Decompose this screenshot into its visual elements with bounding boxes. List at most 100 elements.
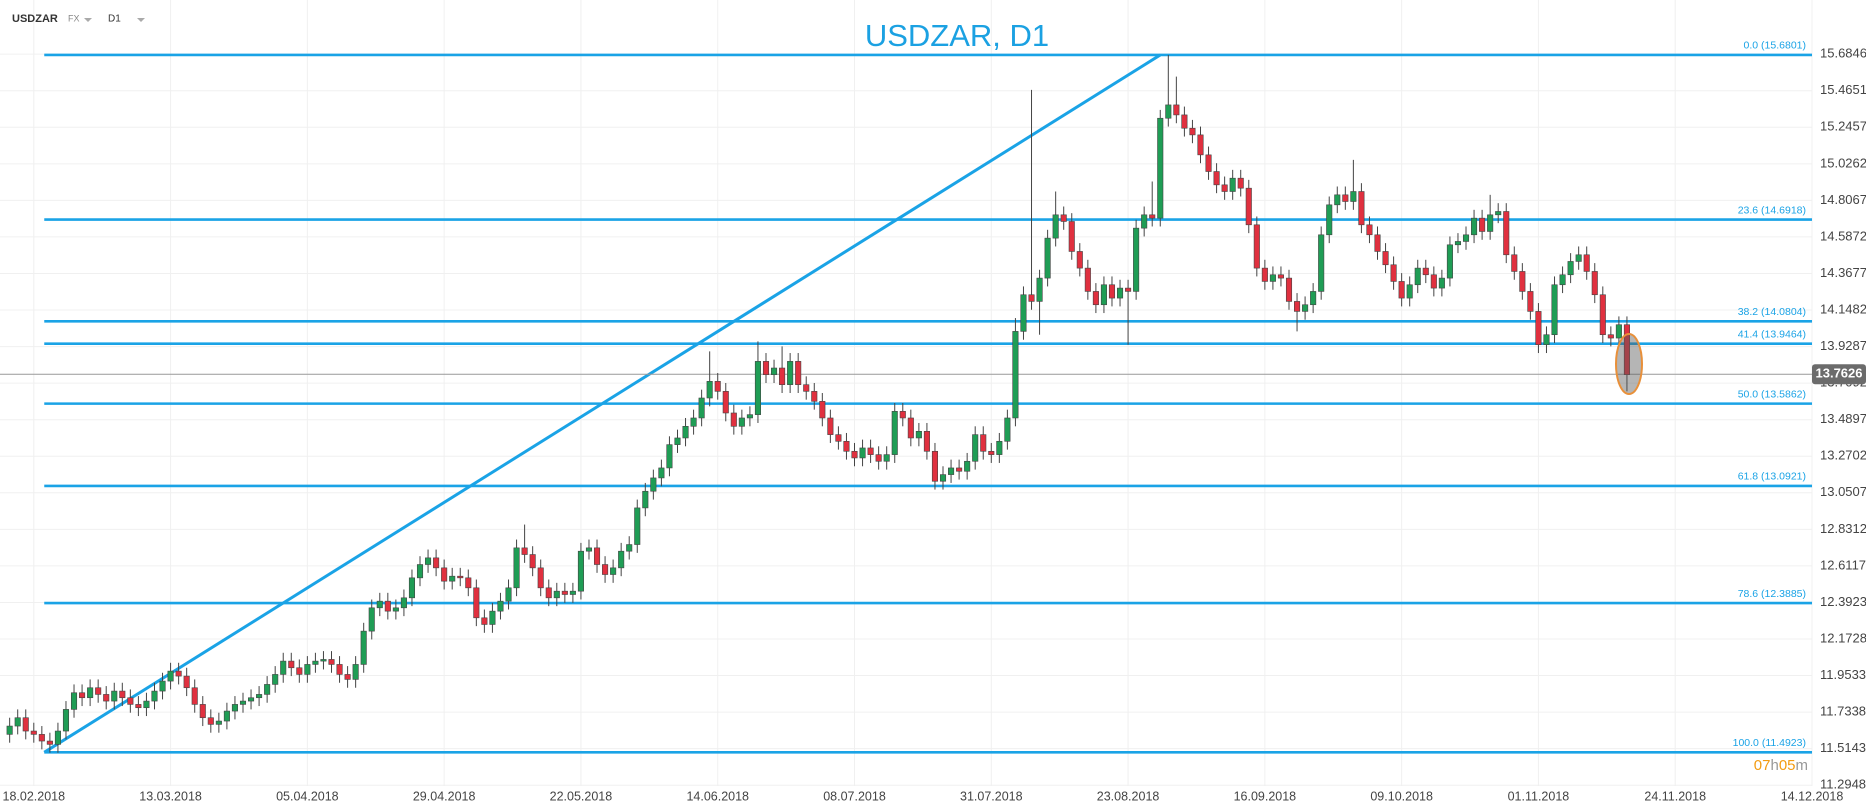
candle-body bbox=[714, 381, 721, 392]
candle-body bbox=[698, 397, 705, 419]
symbol[interactable]: USDZAR bbox=[12, 13, 58, 25]
plot-area: 0.0 (15.6801) 23.6 (14.6918) 38.2 (14.0804… bbox=[0, 0, 1813, 786]
candle-body bbox=[1092, 291, 1099, 306]
y-tick-label: 11.2948 bbox=[1820, 777, 1866, 792]
axes: 15.6846 15.4651 15.2457 15.0262 14.8067 14.58… bbox=[3, 46, 1866, 803]
candle-body bbox=[1157, 117, 1164, 219]
price-tag bbox=[1812, 364, 1866, 385]
candle-body bbox=[111, 690, 118, 702]
candle-body bbox=[231, 704, 238, 712]
candle-body bbox=[1076, 251, 1083, 269]
candle-body bbox=[521, 547, 528, 555]
fib-label: 50.0 (13.5862) bbox=[1738, 388, 1806, 400]
candle-body bbox=[1575, 254, 1582, 262]
candle-body bbox=[795, 361, 802, 385]
candle-body bbox=[183, 675, 190, 689]
candle-body bbox=[811, 391, 818, 402]
candle-body bbox=[618, 550, 625, 569]
y-tick-label: 14.8067 bbox=[1820, 192, 1866, 207]
candle-body bbox=[1084, 267, 1091, 292]
candle-body bbox=[38, 734, 45, 742]
candle-body bbox=[79, 692, 86, 699]
candle-body bbox=[384, 600, 391, 612]
x-tick-label: 24.11.2018 bbox=[1644, 789, 1706, 803]
candle-body bbox=[843, 440, 850, 452]
candle-body bbox=[22, 717, 29, 732]
candle-body bbox=[408, 577, 416, 599]
candle-body bbox=[103, 694, 110, 702]
candle-body bbox=[199, 704, 206, 719]
candle-body bbox=[787, 361, 794, 385]
candle-body bbox=[1511, 254, 1518, 272]
x-tick-label: 14.06.2018 bbox=[686, 789, 749, 803]
candle-body bbox=[304, 664, 311, 675]
candle-body bbox=[352, 664, 359, 680]
x-tick-label: 31.07.2018 bbox=[960, 789, 1023, 803]
candle-body bbox=[690, 417, 697, 427]
candle-body bbox=[762, 361, 770, 375]
candle-body bbox=[1269, 274, 1276, 282]
candle-body bbox=[449, 575, 456, 582]
candle-body bbox=[14, 717, 21, 727]
candle-body bbox=[964, 460, 971, 472]
y-tick-label: 12.1728 bbox=[1820, 630, 1866, 645]
dropdown-arrow[interactable] bbox=[84, 18, 92, 22]
candle-body bbox=[360, 630, 367, 665]
candle-body bbox=[62, 709, 70, 732]
candle-body bbox=[1527, 291, 1534, 312]
candle-body bbox=[1205, 154, 1212, 172]
x-tick-label: 14.12.2018 bbox=[1781, 789, 1844, 803]
candle-body bbox=[1615, 324, 1622, 339]
candle-body bbox=[46, 740, 53, 745]
highlight bbox=[1615, 333, 1643, 395]
candle-body bbox=[167, 670, 174, 682]
fib-label: 41.4 (13.9464) bbox=[1738, 328, 1806, 340]
candle-body bbox=[239, 700, 247, 705]
candle-body bbox=[899, 411, 906, 419]
candle-body bbox=[1350, 191, 1357, 202]
candle-body bbox=[119, 690, 126, 699]
candle-body bbox=[1237, 177, 1244, 189]
candle-body bbox=[312, 660, 319, 665]
dropdown-arrow[interactable] bbox=[137, 18, 145, 22]
y-tick-label: 15.2457 bbox=[1820, 119, 1866, 134]
candle-body bbox=[159, 680, 166, 692]
candle-body bbox=[256, 694, 263, 699]
candle-body bbox=[1044, 237, 1051, 279]
candle-body bbox=[1551, 284, 1558, 336]
x-tick-label: 29.04.2018 bbox=[413, 789, 476, 803]
candle-body bbox=[593, 547, 601, 565]
candle-body bbox=[1285, 277, 1293, 302]
candle-body bbox=[481, 617, 488, 625]
candle-body bbox=[754, 361, 761, 415]
candle-body bbox=[1108, 284, 1116, 299]
candle-body bbox=[1181, 114, 1188, 129]
market[interactable]: FX bbox=[68, 13, 80, 23]
candle-body bbox=[127, 697, 134, 705]
fib-label: 38.2 (14.0804) bbox=[1738, 306, 1806, 318]
candle-body bbox=[1318, 234, 1325, 292]
candle-body bbox=[867, 447, 874, 455]
candle-body bbox=[1390, 264, 1397, 282]
fib-label: 100.0 (11.4923) bbox=[1733, 737, 1806, 749]
candle-body bbox=[835, 434, 842, 442]
candle-body bbox=[1116, 287, 1124, 299]
candle-body bbox=[803, 384, 810, 392]
candle-body bbox=[368, 607, 375, 632]
y-tick-label: 14.5872 bbox=[1820, 228, 1866, 243]
timeframe[interactable]: D1 bbox=[108, 14, 121, 25]
candle-body bbox=[1261, 267, 1268, 282]
candle-body bbox=[907, 417, 914, 439]
candle-body bbox=[1543, 334, 1550, 346]
candle-body bbox=[505, 587, 512, 602]
candle-body bbox=[746, 414, 753, 419]
y-tick-label: 15.6846 bbox=[1820, 46, 1866, 61]
candle-body bbox=[296, 667, 303, 675]
candle-body bbox=[682, 426, 689, 439]
countdown: 07h05m bbox=[1754, 757, 1808, 774]
candle-body bbox=[1623, 324, 1630, 375]
candle-body bbox=[54, 730, 61, 745]
candle-body bbox=[416, 564, 424, 579]
candle-body bbox=[537, 567, 544, 589]
